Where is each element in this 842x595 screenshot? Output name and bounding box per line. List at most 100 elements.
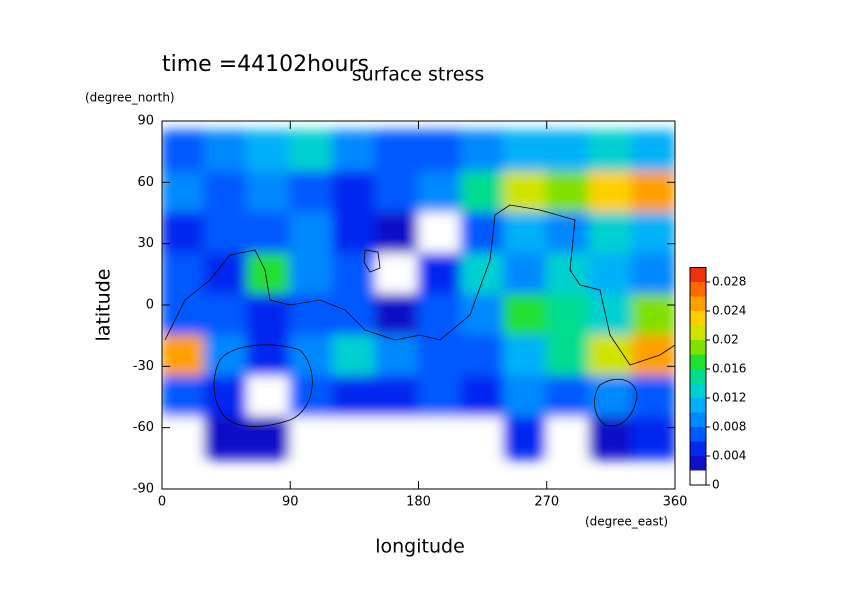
field-cell [246,130,292,174]
colorbar-segment [690,325,706,340]
field-cell [503,171,548,214]
field-cell [162,171,206,214]
field-cell [417,375,463,419]
x-tick-label: 180 [406,495,431,510]
colorbar-segment [690,282,706,297]
colorbar-tick-label: 0.024 [712,304,746,318]
field-cell [588,252,634,296]
field-cell [289,171,334,214]
field-cell [545,334,591,378]
colorbar-tick-label: 0.012 [712,391,746,405]
field-cell [417,212,463,255]
colorbar-segment [690,311,706,326]
field-cell [631,334,675,378]
colorbar-tick-label: 0 [712,478,720,492]
field-cell [631,252,675,296]
y-tick-label: 30 [137,236,154,251]
field-cell [545,252,591,296]
y-tick-label: -60 [133,420,154,435]
colorbar-segment [690,296,706,311]
x-tick-label: 90 [282,495,299,510]
field-cell [162,416,206,460]
field-cell [203,171,249,214]
field-cell [162,130,206,174]
field-cell [460,334,505,378]
field-cell [460,252,505,296]
field-cell [417,171,463,214]
x-axis-label: longitude [375,536,465,558]
field-cell [374,252,420,296]
colorbar-tick-label: 0.016 [712,362,746,376]
field-cell [374,171,420,214]
field-cell [588,130,634,174]
field-cell [545,293,591,337]
field-cell [332,416,377,460]
field-cell [503,416,548,460]
x-tick-label: 360 [663,495,688,510]
field-cell [332,171,377,214]
field-cell [631,212,675,255]
field-cell [203,212,249,255]
colorbar-segment [690,412,706,427]
field-cell [588,293,634,337]
field-cell [332,130,377,174]
x-unit: (degree_east) [585,515,668,529]
field-cell [203,416,249,460]
field-cell [588,212,634,255]
colorbar-segment [690,470,706,485]
chart-title: surface stress [352,64,485,86]
field-cell [417,416,463,460]
field-cell [417,293,463,337]
colorbar-segment [690,369,706,384]
colorbar-segment [690,340,706,355]
field-cell [246,334,292,378]
field-cell [162,293,206,337]
field-cell [374,416,420,460]
field-cell [417,252,463,296]
field-cell [545,416,591,460]
field-cell [332,375,377,419]
field-cell [289,130,334,174]
field-cell [203,293,249,337]
y-unit: (degree_north) [85,91,175,105]
field-cell [503,375,548,419]
y-axis-label: latitude [93,269,115,342]
field-cell [545,212,591,255]
time-label: time =44102hours [162,52,369,77]
field-cell [460,130,505,174]
field-cell [417,334,463,378]
field-cell [374,375,420,419]
y-tick-label: 90 [137,114,154,129]
field-cell [460,293,505,337]
field-cell [588,171,634,214]
field-cell [246,212,292,255]
field-cell [417,130,463,174]
field-cell [203,130,249,174]
field-cell [246,293,292,337]
field-cell [588,416,634,460]
field-cell [289,212,334,255]
field-cell [631,130,675,174]
colorbar-segment [690,354,706,369]
field-cell [374,130,420,174]
field-cell [289,375,334,419]
field-cell [460,212,505,255]
field-cell [162,375,206,419]
field-cell [588,334,634,378]
field-cell [203,375,249,419]
colorbar-segment [690,441,706,456]
colorbar-segment [690,383,706,398]
field-cell [289,334,334,378]
colorbar-tick-label: 0.028 [712,275,746,289]
field-cell [332,212,377,255]
field-cell [545,130,591,174]
field-cell [545,375,591,419]
x-tick-label: 270 [534,495,559,510]
colorbar-segment [690,427,706,442]
colorbar-segment [690,398,706,413]
y-tick-label: -90 [133,482,154,497]
field-cell [246,252,292,296]
field-cell [246,171,292,214]
coastlines [164,204,675,427]
y-tick-label: -30 [133,359,154,374]
